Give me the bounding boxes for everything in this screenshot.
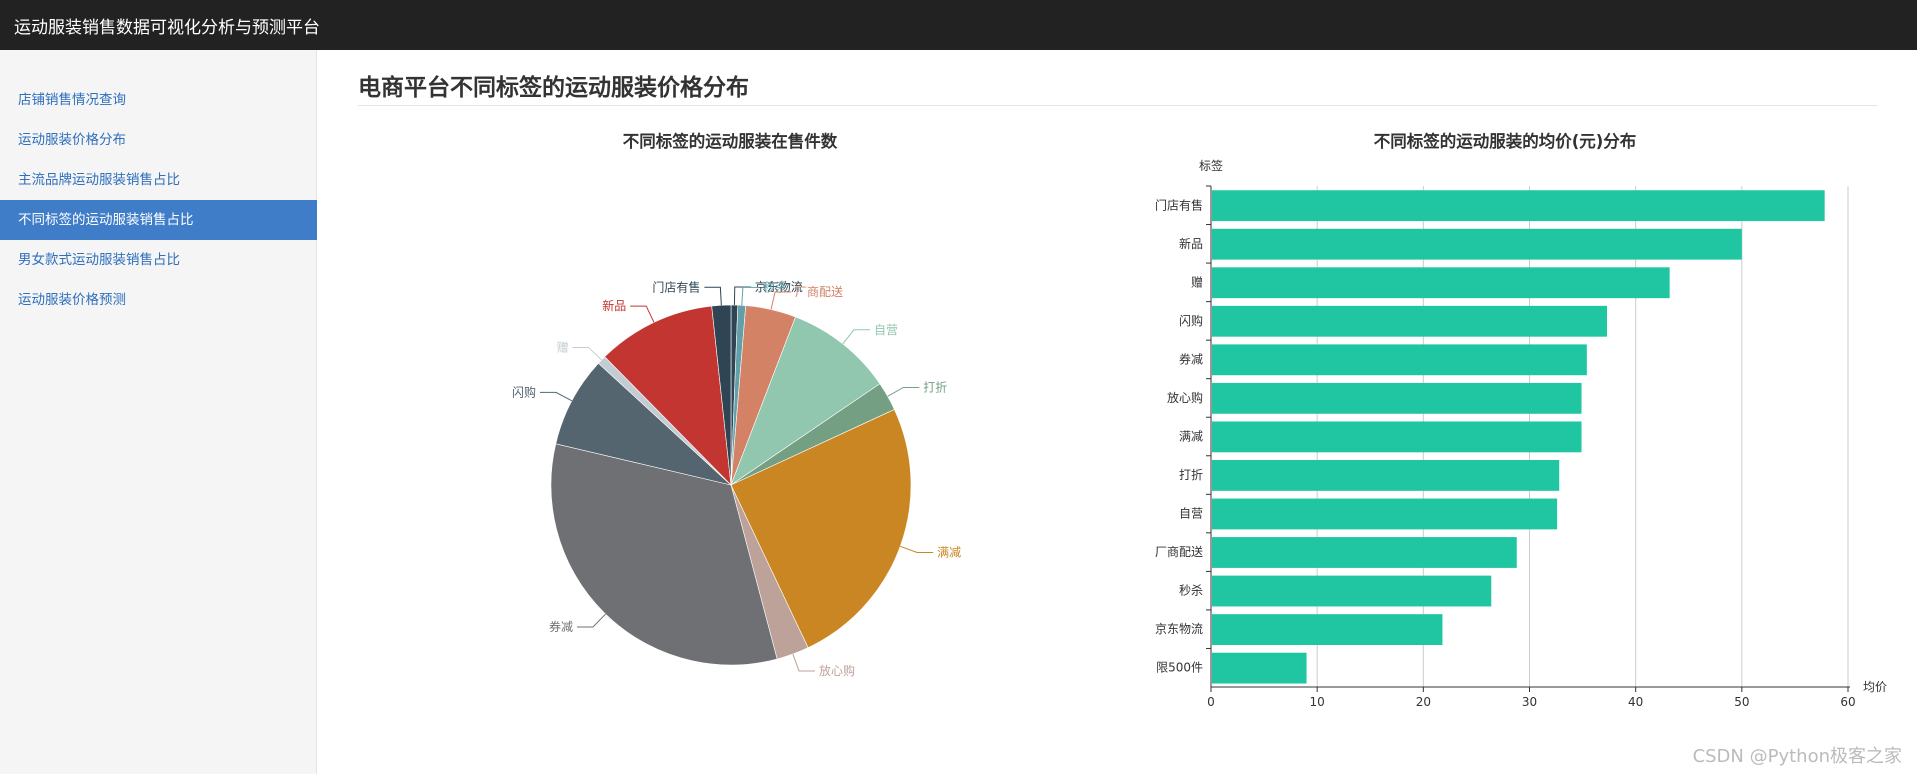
y-tick-label: 放心购 <box>1167 390 1203 405</box>
bar[interactable] <box>1212 460 1560 491</box>
pie-slice-label: 门店有售 <box>652 279 700 294</box>
y-tick-label: 门店有售 <box>1155 197 1203 212</box>
sidebar-item-gender-share[interactable]: 男女款式运动服装销售占比 <box>18 252 180 268</box>
pie-label-line <box>741 286 759 306</box>
pie-label-line <box>792 653 816 672</box>
sidebar-item-shop-sales[interactable]: 店铺销售情况查询 <box>18 92 126 108</box>
x-tick-label: 10 <box>1310 695 1325 709</box>
sidebar-item-tag-share[interactable]: 不同标签的运动服装销售占比 <box>0 200 317 240</box>
pie-slice[interactable] <box>604 305 732 486</box>
pie-label-line <box>539 391 573 402</box>
pie-slice[interactable] <box>555 362 733 486</box>
pie-label-line <box>704 286 722 306</box>
y-tick-label: 厂商配送 <box>1155 544 1203 559</box>
x-tick-label: 20 <box>1416 695 1431 709</box>
pie-label-line <box>842 329 870 345</box>
sidebar-menu: 店铺销售情况查询 运动服装价格分布 主流品牌运动服装销售占比 不同标签的运动服装… <box>0 80 317 320</box>
pie-slice-label: 厂商配送 <box>795 284 843 299</box>
y-tick-label: 打折 <box>1179 467 1203 482</box>
y-tick-label: 京东物流 <box>1155 622 1203 636</box>
pie-slice-label: 赠 <box>557 340 569 354</box>
pie-slice-label: 满减 <box>937 545 961 559</box>
pie-slice-label: 新品 <box>602 298 626 313</box>
title-divider <box>358 105 1878 106</box>
y-tick-label: 闪购 <box>1179 313 1203 328</box>
pie-label-line <box>887 386 920 397</box>
y-tick-label: 限500件 <box>1156 661 1203 675</box>
pie-label-line <box>576 613 606 628</box>
x-tick-label: 50 <box>1734 695 1749 709</box>
bar[interactable] <box>1212 614 1443 645</box>
bar-chart-title: 不同标签的运动服装的均价(元)分布 <box>1373 132 1637 151</box>
x-tick-label: 30 <box>1522 695 1537 709</box>
pie-label-line <box>900 545 934 553</box>
pie-label-line <box>630 305 655 323</box>
x-tick-label: 60 <box>1840 695 1855 709</box>
bar[interactable] <box>1212 305 1608 337</box>
pie-label-line <box>572 346 602 361</box>
bar[interactable] <box>1212 575 1492 607</box>
pie-slice-label: 京东物流 <box>755 280 803 294</box>
y-tick-label: 赠 <box>1191 275 1203 289</box>
pie-slice[interactable] <box>730 409 912 649</box>
pie-slice-label: 放心购 <box>819 663 855 678</box>
bar[interactable] <box>1212 190 1825 222</box>
y-tick-label: 自营 <box>1179 507 1203 521</box>
sidebar-item-price-distribution[interactable]: 运动服装价格分布 <box>18 132 126 148</box>
pie-slice[interactable] <box>550 443 778 666</box>
pie-slice-label: 自营 <box>874 323 898 337</box>
bar[interactable] <box>1212 537 1517 568</box>
y-tick-label: 券减 <box>1179 351 1203 366</box>
x-axis-title: 均价 <box>1863 680 1887 694</box>
x-tick-label: 0 <box>1207 695 1215 709</box>
sidebar-item-brand-share[interactable]: 主流品牌运动服装销售占比 <box>18 172 180 188</box>
bar[interactable] <box>1212 652 1307 684</box>
y-tick-label: 秒杀 <box>1179 583 1203 598</box>
pie-label-line <box>770 291 792 310</box>
sidebar: 店铺销售情况查询 运动服装价格分布 主流品牌运动服装销售占比 不同标签的运动服装… <box>0 50 317 774</box>
y-axis-title: 标签 <box>1199 158 1223 173</box>
x-tick-label: 40 <box>1628 695 1643 709</box>
bar[interactable] <box>1212 344 1587 376</box>
bar[interactable] <box>1212 498 1558 530</box>
pie-slice-label: 秒杀 <box>763 279 787 294</box>
pie-slice-label: 闪购 <box>512 384 536 399</box>
bar[interactable] <box>1212 382 1582 414</box>
bar[interactable] <box>1212 267 1670 299</box>
top-navbar: 运动服装销售数据可视化分析与预测平台 <box>0 0 1917 50</box>
bar[interactable] <box>1212 421 1582 453</box>
csdn-watermark: CSDN @Python极客之家 <box>1692 746 1902 767</box>
app-title[interactable]: 运动服装销售数据可视化分析与预测平台 <box>14 18 320 38</box>
pie-slice-label: 打折 <box>923 379 947 394</box>
bar[interactable] <box>1212 228 1742 260</box>
y-tick-label: 满减 <box>1179 430 1203 444</box>
page-title: 电商平台不同标签的运动服装价格分布 <box>358 75 749 101</box>
sidebar-item-price-prediction[interactable]: 运动服装价格预测 <box>18 292 126 308</box>
pie-chart-title: 不同标签的运动服装在售件数 <box>622 132 838 151</box>
y-tick-label: 新品 <box>1179 236 1203 251</box>
pie-slice-label: 券减 <box>549 619 573 634</box>
